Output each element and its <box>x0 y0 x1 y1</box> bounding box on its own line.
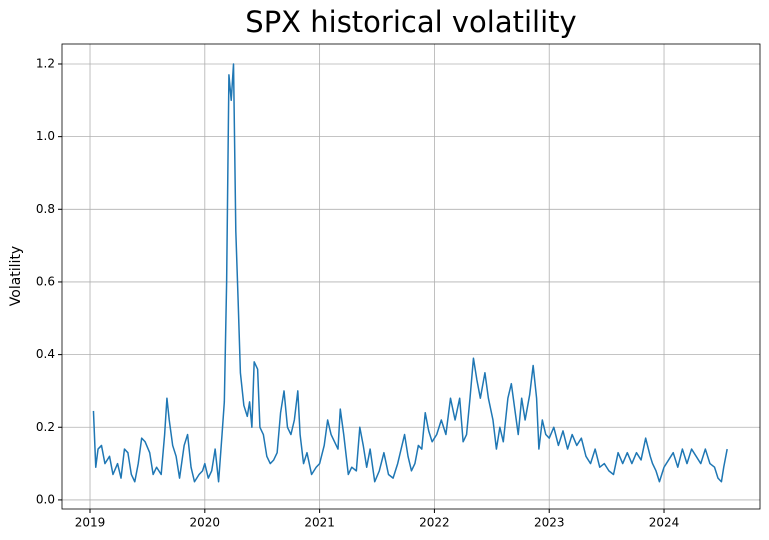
x-tick-label: 2024 <box>649 516 680 530</box>
y-tick-label: 0.2 <box>36 420 55 434</box>
x-tick-label: 2023 <box>534 516 565 530</box>
y-tick-label: 1.2 <box>36 56 55 70</box>
plot-frame <box>61 43 761 510</box>
y-tick-label: 1.0 <box>36 129 55 143</box>
y-tick-label: 0.6 <box>36 274 55 288</box>
y-axis-label: Volatility <box>8 246 24 306</box>
chart-title: SPX historical volatility <box>245 5 576 39</box>
line-series <box>92 63 728 483</box>
x-tick-label: 2020 <box>190 516 221 530</box>
x-tick-label: 2021 <box>304 516 335 530</box>
x-tick-label: 2019 <box>75 516 106 530</box>
y-tick-label: 0.0 <box>36 492 55 506</box>
y-tick-label: 0.4 <box>36 347 55 361</box>
y-tick-label: 0.8 <box>36 202 55 216</box>
x-tick-label: 2022 <box>419 516 450 530</box>
